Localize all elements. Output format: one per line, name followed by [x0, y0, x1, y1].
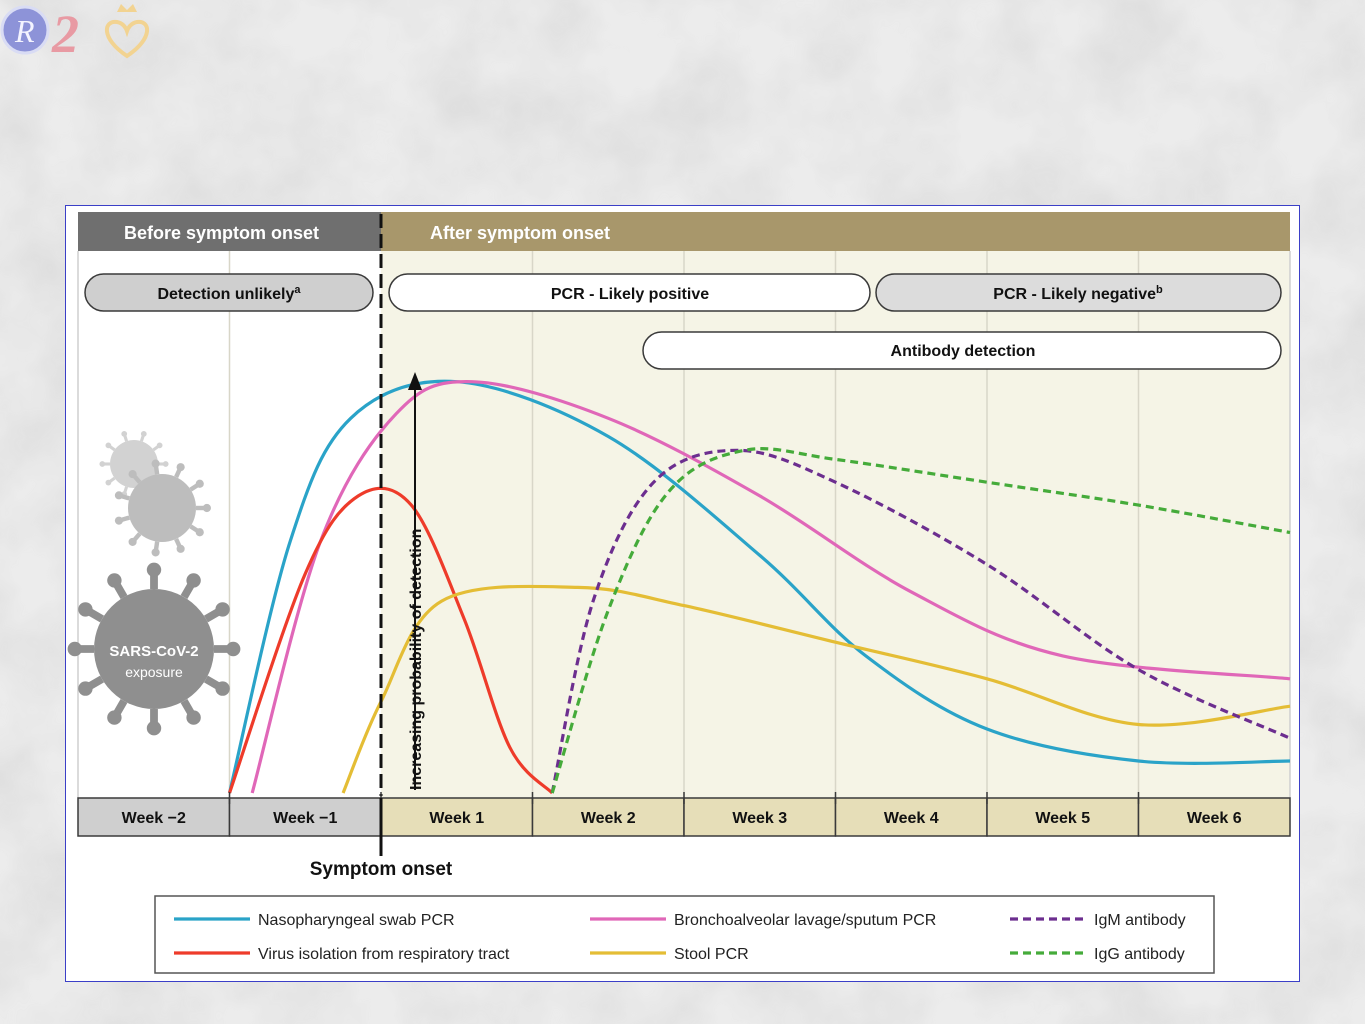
week-label: Week 6: [1187, 810, 1242, 827]
week-label: Week 5: [1035, 810, 1090, 827]
legend-label-igg: IgG antibody: [1094, 946, 1185, 963]
detection-curves: [227, 379, 1291, 795]
pcr-likely-positive-label: PCR - Likely positive: [551, 286, 709, 303]
legend-box: [154, 895, 1215, 974]
virus-exposure-subtitle: exposure: [125, 664, 183, 680]
antibody-detection-label: Antibody detection: [891, 343, 1036, 360]
probability-arrow: [408, 372, 422, 790]
y-axis-label: Increasing probability of detection: [408, 529, 425, 790]
week-cell: [77, 797, 231, 837]
week-label: Week −2: [122, 810, 186, 827]
after-header-band: [381, 212, 1290, 251]
pcr-likely-negative-label: PCR - Likely negative: [993, 286, 1156, 303]
svg-text:R: R: [14, 13, 35, 49]
series-line-stool: [341, 584, 1291, 794]
series-line-nasopharyngeal: [227, 379, 1291, 794]
week-cell: [380, 797, 534, 837]
legend-label-igm: IgM antibody: [1094, 912, 1186, 929]
week-label: Week 2: [581, 810, 636, 827]
week-axis: Week −2 Week −1 Week 1 Week 2 Week 3 Week 4 We…: [77, 792, 1291, 837]
week-cell: [986, 797, 1140, 837]
virus-exposure-title: SARS-CoV-2: [109, 643, 198, 660]
legend-label-stool: Stool PCR: [674, 946, 749, 963]
logo-icon: R 2: [0, 4, 150, 62]
symptom-onset-label: Symptom onset: [310, 859, 453, 880]
detection-unlikely-pill: Detection unlikelya: [84, 273, 374, 312]
pcr-likely-negative-pill: PCR - Likely negativeb: [875, 273, 1282, 312]
legend: Nasopharyngeal swab PCR Bronchoalveolar l…: [174, 912, 1186, 963]
before-header-band: [78, 212, 381, 251]
series-line-virus_isolation: [227, 486, 554, 795]
series-line-igm: [550, 448, 1291, 794]
legend-label-bronchoalveolar: Bronchoalveolar lavage/sputum PCR: [674, 912, 936, 929]
legend-label-virus_isolation: Virus isolation from respiratory tract: [258, 946, 510, 963]
svg-text:Detection unlikelya: Detection unlikelya: [157, 284, 301, 303]
before-header-label: Before symptom onset: [124, 223, 319, 243]
after-header-label: After symptom onset: [430, 223, 610, 243]
week-label: Week −1: [273, 810, 337, 827]
week-label: Week 1: [429, 810, 484, 827]
week-label: Week 4: [884, 810, 939, 827]
legend-label-nasopharyngeal: Nasopharyngeal swab PCR: [258, 912, 455, 929]
week-label: Week 3: [732, 810, 787, 827]
week-cell: [834, 797, 988, 837]
virus-icon: SARS-CoV-2 exposure: [67, 430, 241, 736]
svg-text:PCR - Likely negativeb: PCR - Likely negativeb: [993, 284, 1163, 303]
pcr-likely-positive-pill: PCR - Likely positive: [388, 273, 871, 312]
figure-panel: Before symptom onset After symptom onset…: [65, 205, 1300, 982]
series-line-bronchoalveolar: [250, 380, 1291, 794]
detection-unlikely-label: Detection unlikely: [157, 286, 294, 303]
antibody-detection-pill: Antibody detection: [642, 331, 1282, 370]
svg-text:2: 2: [51, 4, 79, 62]
week-cell: [1137, 797, 1291, 837]
